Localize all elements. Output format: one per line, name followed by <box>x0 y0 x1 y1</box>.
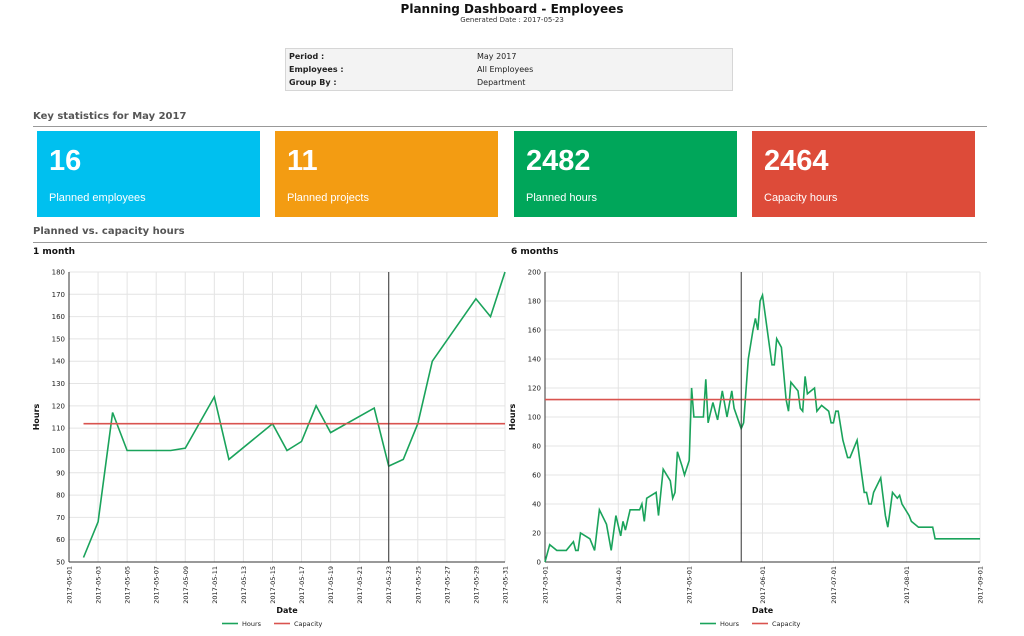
x-tick-label: 2017-05-07 <box>153 566 161 604</box>
param-value: All Employees <box>477 65 534 74</box>
y-tick-label: 80 <box>532 443 541 451</box>
y-tick-label: 200 <box>528 269 541 277</box>
stat-label: Planned employees <box>49 192 146 204</box>
y-tick-label: 180 <box>52 269 65 277</box>
y-tick-label: 40 <box>532 501 541 509</box>
x-tick-label: 2017-06-01 <box>759 566 767 604</box>
y-tick-label: 70 <box>56 514 65 522</box>
generated-date: Generated Date : 2017-05-23 <box>460 16 564 24</box>
x-tick-label: 2017-07-01 <box>830 566 838 604</box>
x-tick-label: 2017-05-19 <box>327 566 335 604</box>
section-divider <box>33 126 987 127</box>
y-tick-label: 80 <box>56 492 65 500</box>
param-value: May 2017 <box>477 52 517 61</box>
report-parameters: Period : May 2017 Employees : All Employ… <box>285 48 733 91</box>
x-tick-label: 2017-05-01 <box>686 566 694 604</box>
y-tick-label: 20 <box>532 530 541 538</box>
y-tick-label: 60 <box>56 536 65 544</box>
x-tick-label: 2017-05-01 <box>66 566 74 604</box>
x-tick-label: 2017-05-23 <box>385 566 393 604</box>
legend-label: Hours <box>242 620 262 628</box>
param-row-employees: Employees : All Employees <box>289 65 729 78</box>
legend-label: Capacity <box>772 620 801 628</box>
y-tick-label: 100 <box>528 414 541 422</box>
stat-value: 2464 <box>764 145 829 177</box>
y-tick-label: 0 <box>537 559 541 567</box>
y-tick-label: 120 <box>528 385 541 393</box>
x-tick-label: 2017-05-29 <box>472 566 480 604</box>
series-line-hours <box>544 292 980 563</box>
section-divider <box>33 242 987 243</box>
stat-value: 16 <box>49 145 82 177</box>
y-tick-label: 160 <box>528 327 541 335</box>
y-tick-label: 150 <box>52 335 65 343</box>
legend-label: Hours <box>720 620 740 628</box>
y-tick-label: 90 <box>56 469 65 477</box>
x-tick-label: 2017-03-01 <box>542 566 550 604</box>
x-tick-label: 2017-05-15 <box>269 566 277 604</box>
y-tick-label: 50 <box>56 559 65 567</box>
legend-label: Capacity <box>294 620 323 628</box>
y-tick-label: 110 <box>52 425 65 433</box>
stat-value: 2482 <box>526 145 591 177</box>
x-tick-label: 2017-05-05 <box>124 566 132 604</box>
page-title: Planning Dashboard - Employees <box>400 2 624 16</box>
stat-card-capacity-hours: 2464 Capacity hours <box>752 131 975 217</box>
chart-6-months: 0 20 40 60 80 100 120 140 160 180 200 2017-03-01 201… <box>508 269 985 629</box>
x-tick-label: 2017-05-31 <box>502 566 510 604</box>
param-value: Department <box>477 78 526 87</box>
stat-card-planned-hours: 2482 Planned hours <box>514 131 737 217</box>
y-axis-label: Hours <box>508 403 517 430</box>
chart-panel-title-1-month: 1 month <box>33 247 76 257</box>
series-line-hours <box>82 271 506 558</box>
stat-label: Capacity hours <box>764 192 838 204</box>
x-tick-label: 2017-08-01 <box>903 566 911 604</box>
param-label: Group By : <box>289 78 337 87</box>
y-tick-label: 100 <box>52 447 65 455</box>
x-tick-label: 2017-05-21 <box>356 566 364 604</box>
param-row-group-by: Group By : Department <box>289 78 729 91</box>
y-axis-label: Hours <box>32 403 41 430</box>
stat-label: Planned hours <box>526 192 597 204</box>
y-tick-label: 170 <box>52 291 65 299</box>
x-tick-label: 2017-05-27 <box>443 566 451 604</box>
y-tick-label: 180 <box>528 298 541 306</box>
param-row-period: Period : May 2017 <box>289 52 729 65</box>
stat-value: 11 <box>287 145 318 177</box>
y-tick-label: 60 <box>532 472 541 480</box>
stat-label: Planned projects <box>287 192 369 204</box>
x-tick-label: 2017-05-11 <box>211 566 219 604</box>
chart-panel-title-6-months: 6 months <box>511 247 559 257</box>
stat-card-planned-employees: 16 Planned employees <box>37 131 260 217</box>
x-axis-label: Date <box>752 606 774 615</box>
section-title-key-statistics: Key statistics for May 2017 <box>33 111 187 122</box>
x-tick-label: 2017-05-17 <box>298 566 306 604</box>
x-tick-label: 2017-04-01 <box>615 566 623 604</box>
x-tick-label: 2017-05-25 <box>414 566 422 604</box>
param-label: Employees : <box>289 65 344 74</box>
chart-1-month: 50 60 70 80 90 100 110 120 130 140 150 160 170 180 201… <box>32 269 510 629</box>
x-axis-label: Date <box>276 606 298 615</box>
x-tick-label: 2017-05-03 <box>95 566 103 604</box>
y-tick-label: 130 <box>52 380 65 388</box>
y-tick-label: 160 <box>52 313 65 321</box>
y-tick-label: 140 <box>528 356 541 364</box>
x-tick-label: 2017-05-09 <box>182 566 190 604</box>
x-tick-label: 2017-09-01 <box>977 566 985 604</box>
x-tick-label: 2017-05-13 <box>240 566 248 604</box>
stat-card-planned-projects: 11 Planned projects <box>275 131 498 217</box>
y-tick-label: 140 <box>52 358 65 366</box>
y-tick-label: 120 <box>52 402 65 410</box>
param-label: Period : <box>289 52 325 61</box>
section-title-planned-vs-capacity: Planned vs. capacity hours <box>33 226 185 237</box>
